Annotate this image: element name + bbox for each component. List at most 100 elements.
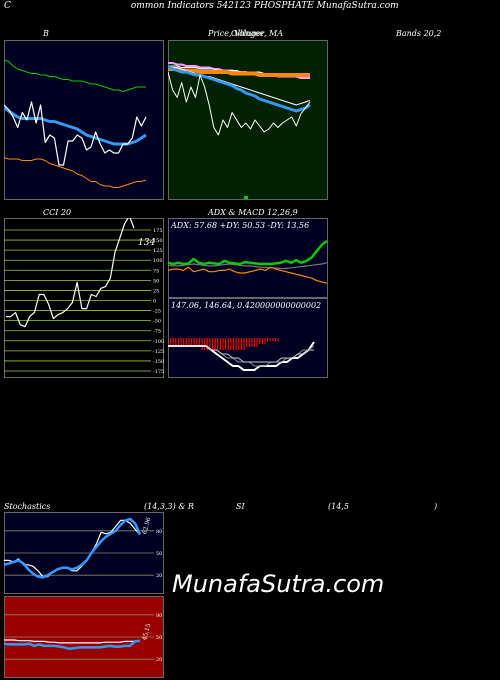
macd-histogram-bar	[251, 338, 253, 347]
ma-blue-line	[168, 64, 311, 113]
macd-histogram-bar	[180, 338, 182, 347]
rsi-last-value: 45.15	[141, 623, 152, 642]
adx-line	[168, 262, 328, 270]
rsi-params-label: (14,5	[328, 502, 349, 511]
cci-tick-label: 75	[153, 268, 159, 274]
bands-label: Bands 20,2	[396, 29, 442, 38]
cci-tick-label: 150	[153, 238, 163, 244]
watermark: MunafaSutra.com	[172, 570, 385, 598]
macd-histogram-bar	[274, 338, 277, 341]
macd-histogram-bar	[193, 338, 195, 347]
rsi-tick-label: 80	[156, 613, 162, 619]
macd-histogram-bar	[175, 338, 177, 347]
cci-tick-label: 125	[153, 248, 163, 254]
macd-histogram-bar	[183, 338, 185, 347]
cci-line	[6, 218, 135, 328]
stoch-d-line	[4, 517, 142, 579]
header-title-prefix: C	[4, 1, 11, 11]
stoch-tick-label: 80	[156, 529, 162, 535]
macd-histogram-bar	[253, 338, 256, 347]
stochastics-chart: 80 50 20 62.96	[4, 512, 164, 594]
cci-tick-label: 25	[153, 288, 159, 294]
macd-histogram-bar	[201, 338, 203, 350]
cci-label: CCI 20	[43, 208, 72, 217]
rsi-line	[4, 639, 141, 651]
macd-histogram-bar	[204, 338, 206, 350]
macd-histogram-bar	[191, 338, 193, 347]
stoch-tick-label: 50	[156, 551, 162, 557]
macd-histogram-bar	[185, 338, 187, 347]
price-ma-chart	[168, 40, 328, 200]
macd-histogram-bar	[235, 338, 237, 350]
macd-histogram-bar	[230, 338, 232, 350]
stoch-params-label: (14,3,3) & R	[144, 502, 194, 511]
macd-histogram-bar	[267, 338, 269, 341]
macd-histogram-bar	[219, 338, 221, 350]
rsi-tick-label: 50	[156, 635, 162, 641]
stoch-k-line	[4, 519, 141, 578]
price-line	[168, 71, 311, 136]
stoch-tick-label: 20	[156, 573, 162, 579]
cci-tick-label: -50	[153, 319, 161, 325]
macd-histogram-bar	[240, 338, 242, 350]
macd-histogram-bar	[196, 338, 198, 347]
bollinger-label: B	[43, 29, 49, 38]
macd-histogram-bar	[206, 338, 208, 350]
cci-tick-label: -100	[153, 339, 164, 345]
macd-histogram-bar	[277, 338, 279, 341]
adx-bg	[168, 218, 328, 298]
rsi-chart: 80 50 20 45.15	[4, 596, 164, 678]
macd-histogram-bar	[264, 338, 266, 344]
stoch-last-value: 62.96	[141, 516, 152, 535]
macd-histogram-bar	[269, 338, 271, 341]
cci-tick-label: -150	[153, 359, 164, 365]
volume-marker	[244, 196, 248, 199]
cci-tick-label: 175	[153, 228, 163, 234]
macd-histogram-bar	[272, 338, 274, 341]
rsi-close-label: )	[434, 502, 438, 511]
macd-histogram-bar	[261, 338, 263, 344]
header-title-text: ommon Indicators 542123 PHOSPHATE Munafa…	[130, 1, 399, 11]
macd-histogram-bar	[248, 338, 250, 347]
rsi-label: SI	[236, 502, 245, 511]
macd-readout: 147.06, 146.64, 0.420000000000002	[171, 301, 321, 310]
price-ma-bg	[168, 40, 328, 200]
cci-tick-label: 50	[153, 278, 159, 284]
cci-tick-label: -25	[153, 309, 161, 315]
cci-last-value: 134	[138, 238, 155, 248]
adx-readout: ADX: 57.68 +DY: 50.53 -DY: 13.56	[170, 221, 309, 230]
macd-chart: 147.06, 146.64, 0.420000000000002	[168, 298, 328, 378]
minus-di-line	[168, 266, 328, 284]
macd-histogram-bar	[232, 338, 235, 350]
price-ma-label: Price, Volume, MA	[208, 29, 284, 38]
close-price-line	[4, 101, 147, 166]
macd-histogram-bar	[246, 338, 248, 347]
adx-macd-label: ADX & MACD 12,26,9	[208, 208, 298, 217]
rsi-signal-line	[4, 639, 141, 644]
macd-histogram-bar	[227, 338, 229, 350]
macd-histogram-bar	[238, 338, 240, 350]
bollinger-chart	[4, 40, 164, 200]
cci-chart: 175 150 125 100 75 50 25 0 -25 -50 -75 -100 -125 -150…	[4, 218, 164, 378]
macd-histogram-bar	[256, 338, 258, 347]
cci-tick-label: -75	[153, 329, 161, 335]
macd-histogram-bar	[212, 338, 214, 350]
cci-tick-label: -175	[153, 369, 164, 375]
cci-tick-label: 100	[153, 258, 163, 264]
macd-histogram-bar	[225, 338, 227, 350]
macd-histogram-bar	[222, 338, 224, 350]
stoch-label: Stochastics	[4, 502, 51, 511]
macd-histogram-bar	[172, 338, 174, 347]
cci-tick-label: -125	[153, 349, 164, 355]
macd-histogram-bar	[209, 338, 211, 350]
cci-tick-label: 0	[153, 299, 156, 305]
macd-histogram-bar	[243, 338, 245, 350]
macd-bg	[168, 298, 328, 378]
plus-di-line	[168, 239, 328, 266]
price-ma-overlap-label: Ollinger	[231, 29, 265, 38]
ma-orange-line	[168, 67, 310, 77]
rsi-tick-label: 20	[156, 657, 162, 663]
macd-histogram-bar	[198, 338, 200, 347]
macd-histogram-bar	[259, 338, 261, 344]
